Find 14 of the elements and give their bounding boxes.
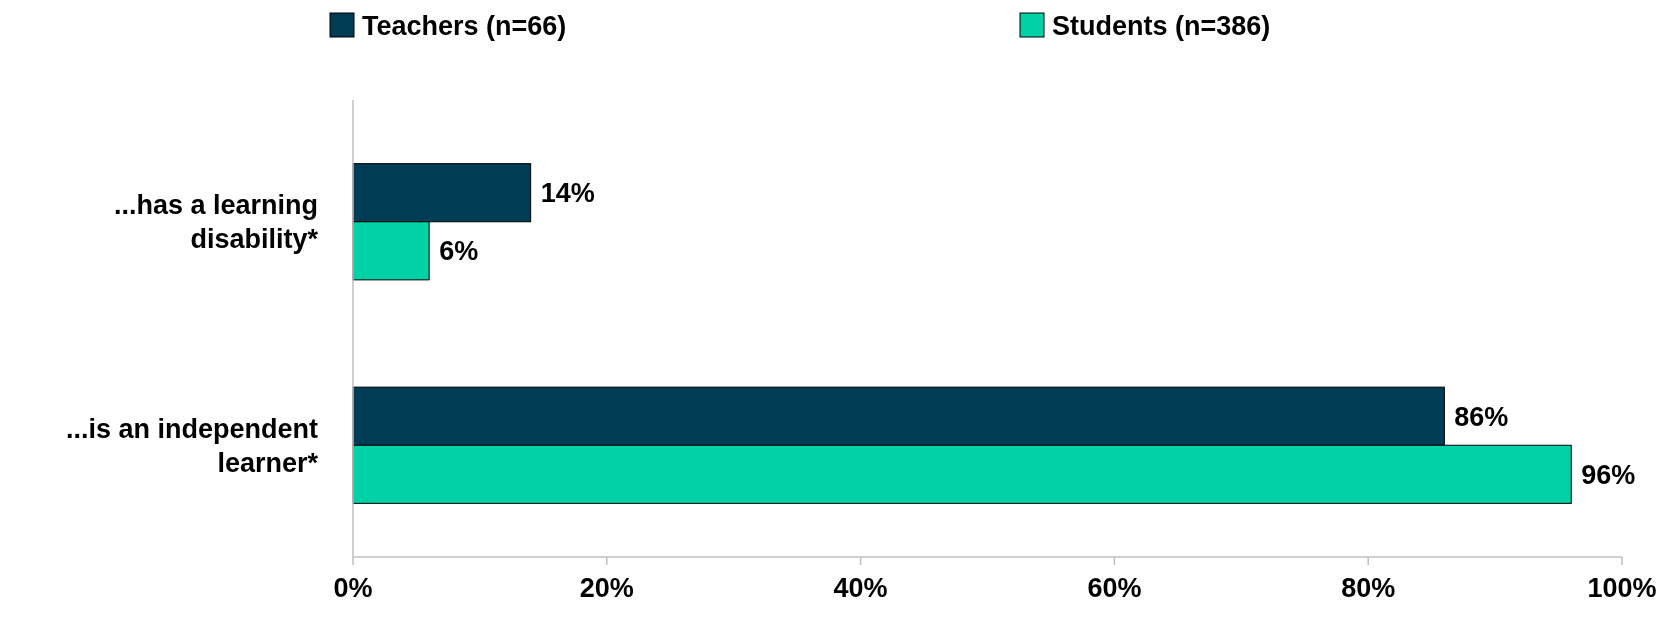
text: 6% — [439, 236, 479, 267]
text: 14% — [540, 178, 595, 209]
x-tick-label: 20% — [579, 573, 634, 603]
x-tick-label: 80% — [1341, 573, 1396, 603]
x-tick-label: 100% — [1587, 573, 1657, 603]
x-tick-label: 0% — [333, 573, 373, 603]
legend-label: Students (n=386) — [1052, 11, 1271, 42]
x-tick-label: 40% — [833, 573, 888, 603]
y-tick-label: ...has a learning disability* — [113, 190, 319, 255]
legend-label: Teachers (n=66) — [362, 11, 567, 42]
y-tick-label: ...is an independent learner* — [65, 413, 319, 478]
text: 96% — [1581, 459, 1636, 490]
x-tick-label: 60% — [1087, 573, 1142, 603]
text: 86% — [1454, 401, 1509, 432]
